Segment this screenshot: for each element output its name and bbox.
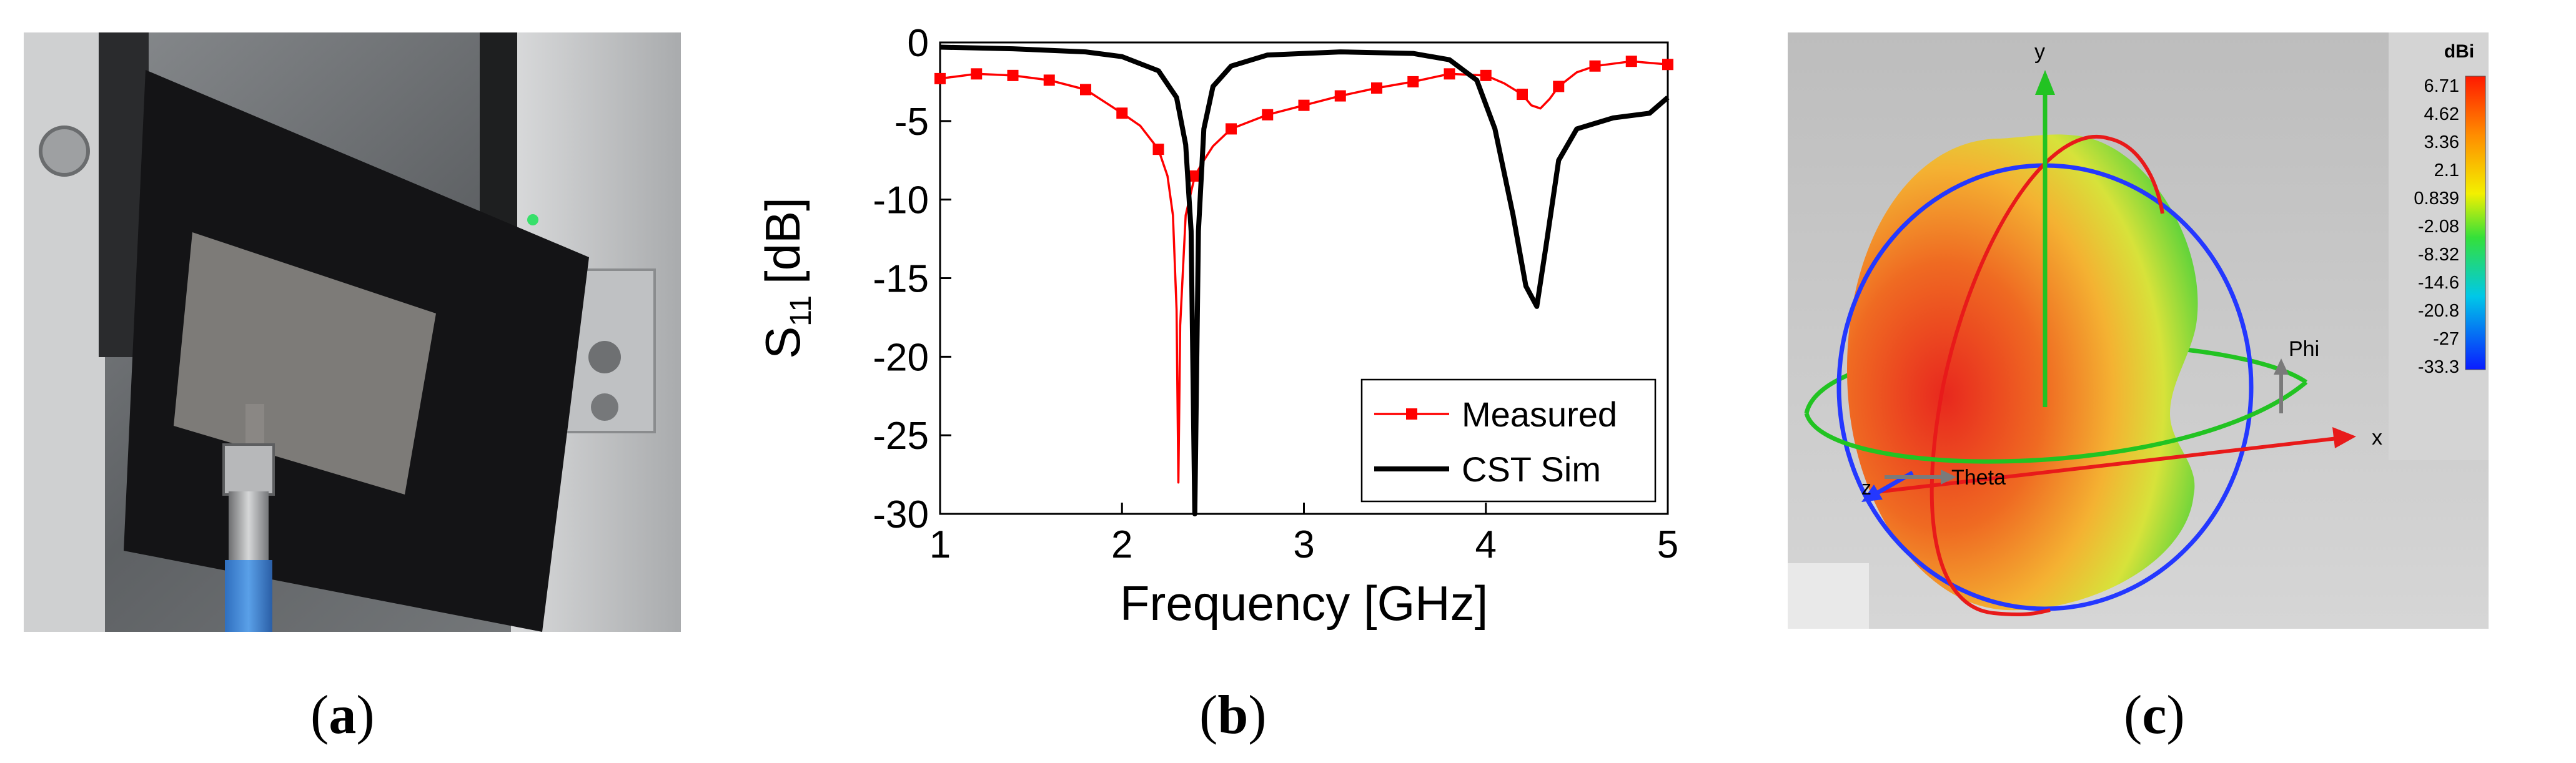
data-point-marker <box>1662 59 1673 71</box>
data-point-marker <box>1589 60 1601 72</box>
antenna-rod <box>480 32 517 239</box>
y-tick-label: -25 <box>873 415 929 458</box>
legend-label: Measured <box>1462 395 1617 434</box>
y-axis-title-main: S <box>755 327 810 359</box>
data-point-marker <box>934 72 946 84</box>
colorbar-tick-label: -2.08 <box>2418 217 2459 237</box>
equipment-rack-left <box>24 32 105 632</box>
x-tick-label: 2 <box>1111 523 1132 566</box>
colorbar-tick-label: -14.6 <box>2418 273 2459 293</box>
legend-box <box>1360 378 1657 503</box>
data-point-marker <box>1152 144 1164 155</box>
series-layer <box>934 44 1673 516</box>
x-tick-label: 5 <box>1657 523 1678 566</box>
data-point-marker <box>1043 74 1055 86</box>
colorbar-tick-label: -27 <box>2433 329 2459 349</box>
y-axis-title-subscript: 11 <box>785 295 818 327</box>
theta-arrow-head <box>1941 470 1956 485</box>
x-axis-title: Frequency [GHz] <box>1120 576 1489 631</box>
x-tick-label: 3 <box>1293 523 1314 566</box>
y-axis-title-unit: [dB] <box>755 197 810 284</box>
pattern-y-label: y <box>2034 40 2045 64</box>
x-axis-ticks: 1 2 3 4 5 <box>929 503 1678 566</box>
data-point-marker <box>1116 107 1128 119</box>
y-axis-title: S11 [dB] <box>755 197 818 359</box>
data-point-marker <box>1226 123 1237 135</box>
y-tick-label: -20 <box>873 336 929 379</box>
y-axis-arrow <box>2035 70 2055 95</box>
coax-cable <box>225 560 272 632</box>
colorbar-unit: dBi <box>2444 41 2474 62</box>
colorbar-gradient <box>2465 76 2486 370</box>
colorbar-tick-label: -33.3 <box>2418 357 2459 377</box>
pattern-x-label: x <box>2372 426 2382 450</box>
radiation-lobe <box>1847 134 2198 611</box>
data-point-marker <box>1334 90 1346 102</box>
antenna-photo <box>24 32 681 632</box>
rack-knob <box>39 126 90 177</box>
x-tick-label: 4 <box>1475 523 1497 566</box>
data-point-marker <box>1371 82 1382 94</box>
data-point-marker <box>1298 99 1310 111</box>
y-tick-label: -10 <box>873 179 929 222</box>
data-point-marker <box>1517 89 1528 101</box>
phi-ring-front <box>1804 380 2308 464</box>
plot-area: 0 -5 -10 -15 -20 -25 -30 1 2 3 4 5 <box>873 22 1678 566</box>
legend-label: CST Sim <box>1462 450 1601 489</box>
data-point-marker <box>1189 170 1201 182</box>
data-point-marker <box>1444 68 1455 80</box>
instrument-port <box>588 341 621 373</box>
colorbar-tick-label: 2.1 <box>2434 160 2459 180</box>
data-point-marker <box>1007 69 1019 81</box>
x-axis-line <box>1881 436 2338 493</box>
sma-connector <box>222 443 275 496</box>
caption-b: (b) <box>1199 685 1267 746</box>
pattern-z-label: z <box>1861 476 1871 499</box>
pattern-corner-box <box>1788 563 1869 629</box>
legend: Measured CST Sim <box>1360 378 1657 503</box>
data-point-marker <box>1080 84 1091 96</box>
colorbar-tick-labels: 6.71 4.62 3.36 2.1 0.839 -2.08 -8.32 -14.6 -20.8… <box>2414 76 2459 377</box>
x-axis-arrow <box>2332 427 2356 448</box>
y-tick-label: -5 <box>894 101 929 144</box>
pattern-phi-label: Phi <box>2289 337 2319 361</box>
x-tick-label: 1 <box>929 523 951 566</box>
z-axis-arrow <box>1861 485 1883 502</box>
status-led <box>527 214 538 225</box>
series-line-cst-sim <box>939 44 1670 516</box>
instrument-port <box>591 393 618 421</box>
colorbar-tick-label: -20.8 <box>2418 301 2459 321</box>
colorbar: dBi 6.71 4.62 3.36 2.1 0.839 -2.08 -8.32 -14.6 -… <box>2389 32 2489 460</box>
y-tick-label: 0 <box>908 22 929 65</box>
colorbar-tick-label: 4.62 <box>2424 104 2459 124</box>
colorbar-tick-label: -8.32 <box>2418 245 2459 265</box>
connector-body <box>229 491 269 560</box>
data-point-marker <box>1407 76 1419 87</box>
data-point-marker <box>971 68 983 80</box>
y-tick-label: -30 <box>873 493 929 536</box>
data-point-marker <box>1480 69 1492 81</box>
data-point-marker <box>1553 81 1565 92</box>
antenna-photo-drawing <box>24 32 681 632</box>
data-point-marker <box>1625 56 1637 67</box>
y-axis-ticks: 0 -5 -10 -15 -20 -25 -30 <box>873 22 951 536</box>
data-point-marker <box>1262 109 1274 121</box>
phi-arrow-head <box>2274 358 2289 375</box>
legend-marker <box>1406 408 1417 420</box>
caption-a: (a) <box>310 685 375 746</box>
radiation-pattern-drawing: y x z Theta Phi dBi 6.71 4.62 3.36 2.1 0.839… <box>1788 32 2489 629</box>
theta-ring-red <box>1930 134 2164 617</box>
colorbar-tick-label: 0.839 <box>2414 189 2459 209</box>
s11-chart: 0 -5 -10 -15 -20 -25 -30 1 2 3 4 5 Frequency [GHz]… <box>755 22 1678 631</box>
caption-c: (c) <box>2124 685 2185 746</box>
y-tick-label: -15 <box>873 258 929 301</box>
radiation-pattern-panel: y x z Theta Phi dBi 6.71 4.62 3.36 2.1 0.839… <box>1788 32 2489 629</box>
antenna-patch <box>174 232 436 495</box>
colorbar-tick-label: 6.71 <box>2424 76 2459 96</box>
pattern-theta-label: Theta <box>1951 466 2006 490</box>
colorbar-tick-label: 3.36 <box>2424 132 2459 152</box>
